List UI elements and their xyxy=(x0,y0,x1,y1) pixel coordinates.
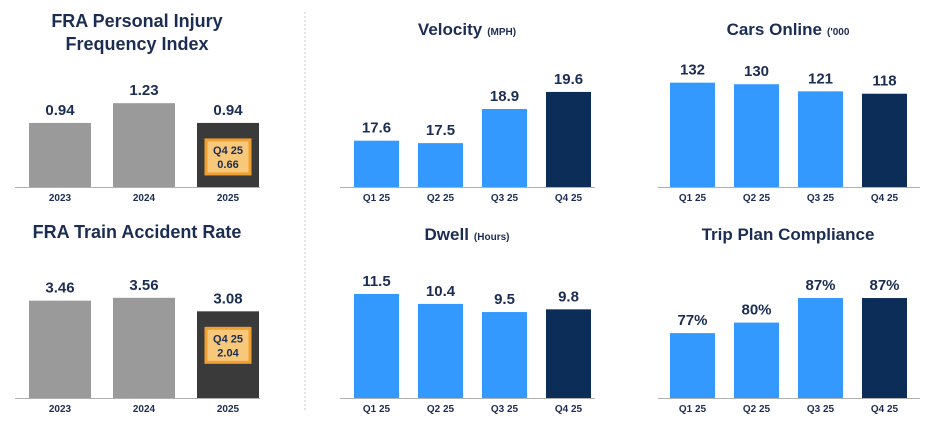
inset-box xyxy=(204,326,252,364)
x-tick-label: 2025 xyxy=(217,193,240,204)
data-label: 10.4 xyxy=(426,283,456,300)
data-label: 19.6 xyxy=(554,71,583,88)
data-label: 9.8 xyxy=(558,288,579,305)
x-tick-label: Q2 25 xyxy=(743,193,771,204)
bar xyxy=(670,333,715,398)
data-label: 1.23 xyxy=(129,82,158,99)
data-label: 0.94 xyxy=(213,102,243,119)
x-tick-label: Q1 25 xyxy=(679,193,707,204)
x-tick-label: Q2 25 xyxy=(743,404,771,415)
chart-title: FRA Train Accident Rate xyxy=(33,222,242,242)
bar xyxy=(418,303,463,398)
x-tick-label: Q3 25 xyxy=(491,193,519,204)
bar xyxy=(734,84,779,187)
x-tick-label: Q4 25 xyxy=(555,404,583,415)
x-tick-label: 2025 xyxy=(217,404,240,415)
x-tick-label: Q4 25 xyxy=(871,193,899,204)
chart-title: Frequency Index xyxy=(65,34,208,54)
bar xyxy=(354,140,399,187)
bar xyxy=(113,103,175,187)
bar xyxy=(798,91,843,187)
data-label: 3.08 xyxy=(213,290,242,307)
chart-unit: (MPH) xyxy=(487,27,516,38)
bar xyxy=(354,293,399,398)
x-tick-label: Q1 25 xyxy=(679,404,707,415)
chart-dwell: Dwell (Hours) 11.5 Q1 25 10.4 Q2 25 9.5 Q3 25 9.… xyxy=(340,225,595,415)
chart-title: Dwell (Hours) xyxy=(425,225,510,244)
data-label: 17.5 xyxy=(426,122,455,139)
bar xyxy=(862,93,907,187)
x-tick-label: Q3 25 xyxy=(807,404,835,415)
inset-box xyxy=(204,138,252,176)
chart-title: Velocity (MPH) xyxy=(418,20,516,39)
data-label: 121 xyxy=(808,70,833,87)
inset-value: 2.04 xyxy=(217,347,239,359)
inset-label: Q4 25 xyxy=(213,333,243,345)
data-label: 80% xyxy=(741,302,771,319)
data-label: 3.56 xyxy=(129,277,158,294)
chart-title: Cars Online ('000 xyxy=(727,20,850,39)
x-tick-label: Q1 25 xyxy=(363,193,391,204)
chart-title: Trip Plan Compliance xyxy=(702,225,875,244)
chart-velocity: Velocity (MPH) 17.6 Q1 25 17.5 Q2 25 18.9 Q3 25… xyxy=(340,20,595,204)
bar xyxy=(798,298,843,398)
data-label: 11.5 xyxy=(362,273,390,290)
bar xyxy=(482,312,527,398)
bar xyxy=(546,309,591,398)
bar xyxy=(29,122,91,187)
data-label: 3.46 xyxy=(45,280,74,297)
x-tick-label: Q3 25 xyxy=(491,404,519,415)
x-tick-label: 2024 xyxy=(133,193,156,204)
bar xyxy=(482,109,527,187)
x-tick-label: Q4 25 xyxy=(555,193,583,204)
bar xyxy=(113,297,175,398)
bar xyxy=(418,143,463,187)
chart-unit: (Hours) xyxy=(474,232,510,243)
data-label: 17.6 xyxy=(362,120,391,137)
x-tick-label: 2023 xyxy=(49,404,72,415)
data-label: 132 xyxy=(680,62,705,79)
data-label: 0.94 xyxy=(45,102,75,119)
chart-cars-online: Cars Online ('000 132 Q1 25 130 Q2 25 121 Q3 25… xyxy=(658,20,920,204)
data-label: 87% xyxy=(869,277,899,294)
data-label: 130 xyxy=(744,63,769,80)
x-tick-label: Q1 25 xyxy=(363,404,391,415)
x-tick-label: Q4 25 xyxy=(871,404,899,415)
data-label: 18.9 xyxy=(490,88,519,105)
chart-title: FRA Personal Injury xyxy=(51,11,222,31)
x-tick-label: Q2 25 xyxy=(427,193,455,204)
bar xyxy=(29,300,91,398)
inset-label: Q4 25 xyxy=(213,145,243,157)
x-tick-label: Q3 25 xyxy=(807,193,835,204)
bar xyxy=(862,298,907,398)
x-tick-label: 2023 xyxy=(49,193,72,204)
x-tick-label: Q2 25 xyxy=(427,404,455,415)
chart-fra-injury: FRA Personal Injury Frequency Index 0.94 20… xyxy=(15,11,260,204)
data-label: 118 xyxy=(872,73,896,90)
x-tick-label: 2024 xyxy=(133,404,156,415)
chart-fra-accident: FRA Train Accident Rate 3.46 2023 3.56 2024 3… xyxy=(15,222,260,415)
bar xyxy=(546,91,591,187)
inset-value: 0.66 xyxy=(217,159,238,171)
bar xyxy=(734,322,779,398)
data-label: 9.5 xyxy=(494,291,515,308)
chart-unit: ('000 xyxy=(827,27,850,38)
data-label: 77% xyxy=(677,312,707,329)
data-label: 87% xyxy=(805,277,835,294)
chart-trip-plan: Trip Plan Compliance 77% Q1 25 80% Q2 25 87% Q… xyxy=(658,225,920,415)
bar xyxy=(670,82,715,187)
